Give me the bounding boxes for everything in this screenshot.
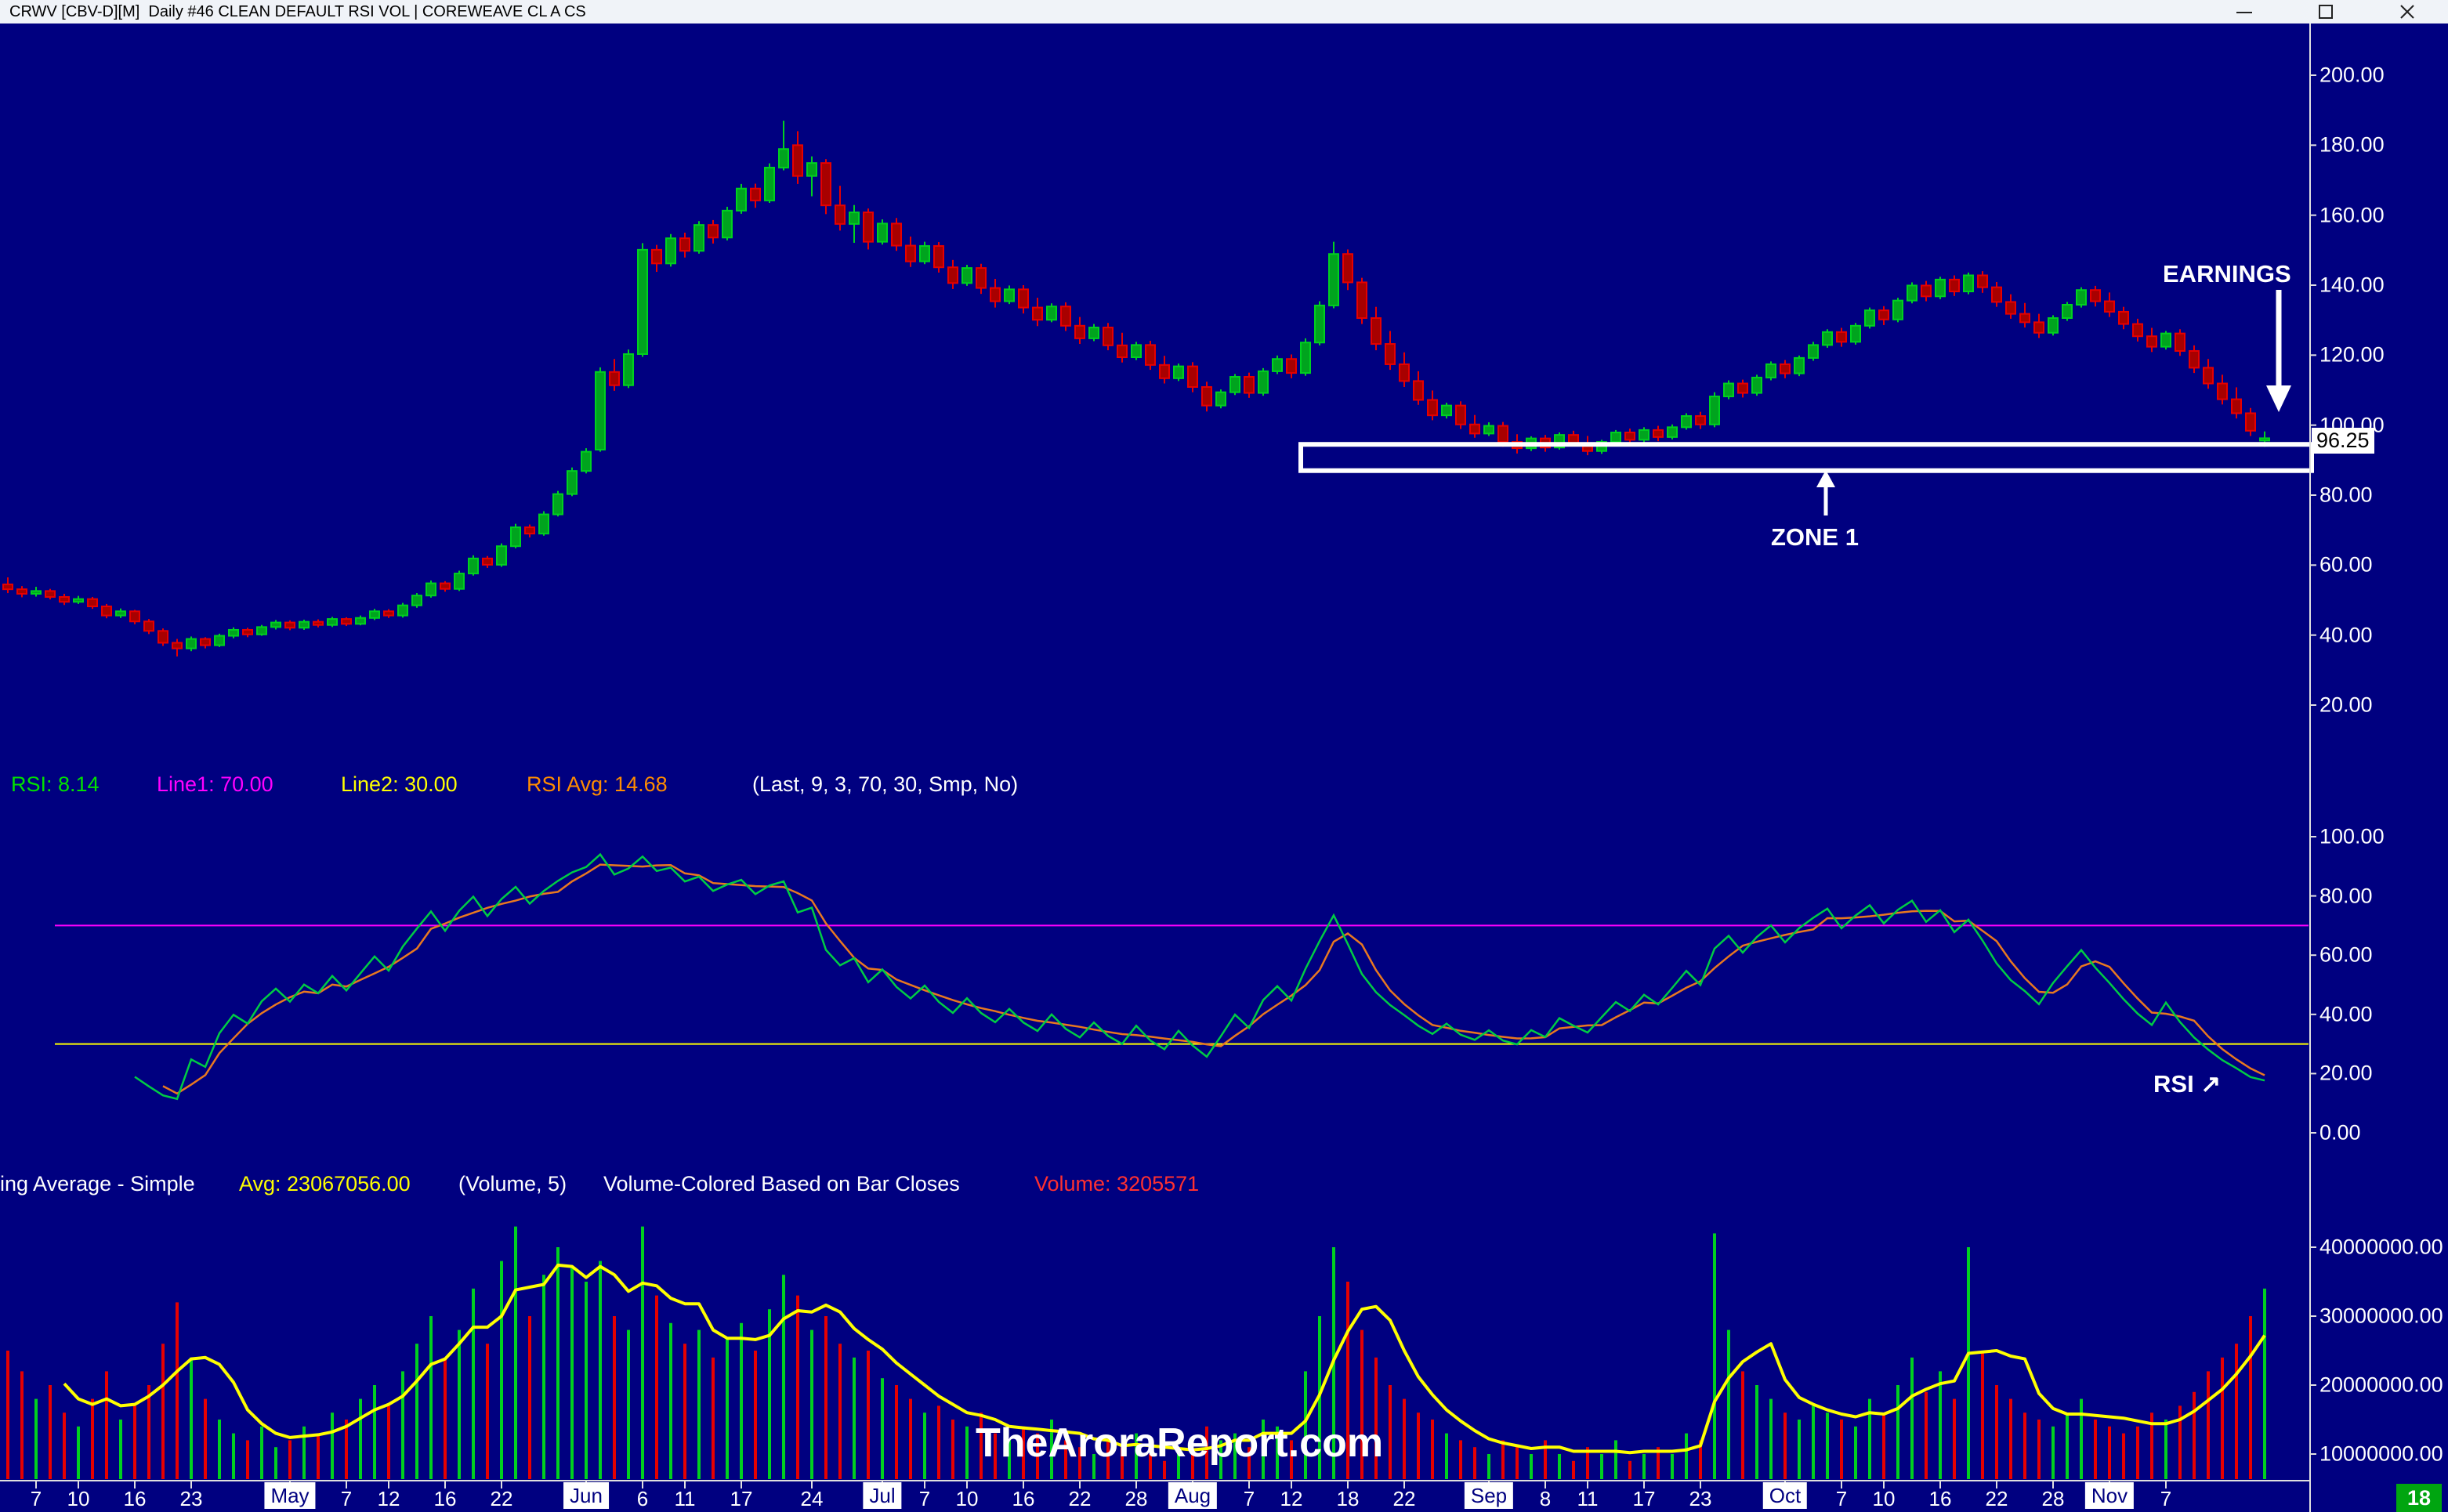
date-tick-label: 23 xyxy=(1689,1487,1712,1510)
window-controls xyxy=(2204,0,2448,24)
rsi-value: RSI: 8.14 xyxy=(11,772,100,796)
date-tick-label: 7 xyxy=(340,1487,353,1510)
volume-params: (Volume, 5) xyxy=(458,1172,567,1195)
volume-axis-tick: 30000000.00 xyxy=(2319,1304,2443,1328)
date-tick-label: 7 xyxy=(1243,1487,1255,1510)
date-tick-label: 28 xyxy=(2041,1487,2065,1510)
date-tick-label: 16 xyxy=(433,1487,457,1510)
volume-ma-name: ing Average - Simple xyxy=(0,1172,195,1195)
month-tick-label: Jun xyxy=(563,1482,609,1509)
date-tick-label: 22 xyxy=(1392,1487,1416,1510)
date-tick-label: 6 xyxy=(636,1487,649,1510)
date-tick-label: 22 xyxy=(1068,1487,1092,1510)
rsi-axis-tick: 20.00 xyxy=(2319,1061,2373,1085)
price-axis-tick: 60.00 xyxy=(2319,552,2373,577)
date-tick-label: 10 xyxy=(955,1487,979,1510)
maximize-icon xyxy=(2316,2,2335,21)
minimize-icon xyxy=(2235,2,2254,21)
rsi-line xyxy=(134,852,2265,1101)
date-tick-label: 17 xyxy=(730,1487,753,1510)
date-tick-label: 11 xyxy=(1577,1487,1599,1510)
date-tick-label: 11 xyxy=(674,1487,696,1510)
earnings-down-arrow xyxy=(2266,385,2291,412)
volume-bars-layer xyxy=(6,1226,2266,1479)
zone1-up-arrow xyxy=(1816,470,1835,487)
window-titlebar: CRWV [CBV-D][M] Daily #46 CLEAN DEFAULT … xyxy=(0,0,2448,24)
date-tick-label: 7 xyxy=(918,1487,931,1510)
zone1-annotation: ZONE 1 xyxy=(1771,523,1859,551)
date-tick-label: 7 xyxy=(1835,1487,1848,1510)
chart-background xyxy=(0,24,2448,1512)
date-tick-label: 23 xyxy=(179,1487,203,1510)
date-tick-label: 24 xyxy=(800,1487,824,1510)
rsi-axis-tick: 60.00 xyxy=(2319,942,2373,967)
date-tick-label: 22 xyxy=(490,1487,513,1510)
candles-layer xyxy=(2,121,2270,657)
rsi-axis-tick: 100.00 xyxy=(2319,824,2385,848)
date-tick-label: 16 xyxy=(1012,1487,1035,1510)
volume-axis-tick: 10000000.00 xyxy=(2319,1441,2443,1466)
price-axis-tick: 120.00 xyxy=(2319,342,2385,367)
date-tick-label: 17 xyxy=(1632,1487,1656,1510)
volume-axis-tick: 20000000.00 xyxy=(2319,1373,2443,1397)
date-tick-label: 16 xyxy=(1928,1487,1952,1510)
month-tick-label: Nov xyxy=(2084,1482,2135,1509)
date-tick-label: 16 xyxy=(123,1487,147,1510)
price-axis-tick: 180.00 xyxy=(2319,132,2385,157)
date-tick-label: 10 xyxy=(1872,1487,1896,1510)
volume-avg-value: Avg: 23067056.00 xyxy=(239,1172,411,1195)
rsi-layer xyxy=(55,852,2309,1101)
price-axis-tick: 100.00 xyxy=(2319,413,2385,437)
today-date-badge: 18 xyxy=(2396,1484,2443,1512)
rsi-axis-tick: 40.00 xyxy=(2319,1002,2373,1026)
rsi-avg-value: RSI Avg: 14.68 xyxy=(527,772,668,796)
watermark: TheAroraReport.com xyxy=(976,1420,1384,1466)
month-tick-label: Oct xyxy=(1762,1482,1808,1509)
date-tick-label: 18 xyxy=(1336,1487,1360,1510)
window-title: CRWV [CBV-D][M] Daily #46 CLEAN DEFAULT … xyxy=(9,2,586,20)
month-tick-label: May xyxy=(264,1482,316,1509)
maximize-button[interactable] xyxy=(2285,0,2367,24)
close-icon xyxy=(2398,2,2417,21)
date-tick-label: 7 xyxy=(2160,1487,2172,1510)
price-axis-tick: 80.00 xyxy=(2319,483,2373,507)
minimize-button[interactable] xyxy=(2204,0,2285,24)
date-tick-label: 12 xyxy=(377,1487,400,1510)
price-axis-tick: 140.00 xyxy=(2319,273,2385,297)
month-tick-label: Sep xyxy=(1464,1482,1514,1509)
price-axis-tick: 160.00 xyxy=(2319,203,2385,227)
month-tick-label: Aug xyxy=(1168,1482,1218,1509)
date-tick-label: 10 xyxy=(67,1487,90,1510)
date-tick-label: 22 xyxy=(1985,1487,2008,1510)
price-axis-tick: 40.00 xyxy=(2319,623,2373,647)
date-tick-label: 12 xyxy=(1280,1487,1303,1510)
rsi-line1-value: Line1: 70.00 xyxy=(157,772,273,796)
last-price-tag: 96.25 xyxy=(2312,428,2374,454)
volume-axis-tick: 40000000.00 xyxy=(2319,1235,2443,1259)
date-tick-label: 28 xyxy=(1124,1487,1148,1510)
rsi-line2-value: Line2: 30.00 xyxy=(341,772,458,796)
price-axis-tick: 200.00 xyxy=(2319,63,2385,87)
volume-color-desc: Volume-Colored Based on Bar Closes xyxy=(603,1172,960,1195)
rsi-axis-tick: 80.00 xyxy=(2319,884,2373,908)
rsi-params: (Last, 9, 3, 70, 30, Smp, No) xyxy=(752,772,1019,796)
rsi-axis-tick: 0.00 xyxy=(2319,1120,2361,1145)
chart-canvas[interactable] xyxy=(0,24,2448,1512)
earnings-annotation: EARNINGS xyxy=(2163,260,2291,288)
price-axis-tick: 20.00 xyxy=(2319,693,2373,717)
date-tick-label: 8 xyxy=(1539,1487,1552,1510)
rsi-corner-annotation: RSI ↗ xyxy=(2153,1070,2222,1098)
date-tick-label: 7 xyxy=(30,1487,42,1510)
month-tick-label: Jul xyxy=(863,1482,902,1509)
volume-ma-line xyxy=(63,1263,2266,1455)
volume-value: Volume: 3205571 xyxy=(1034,1172,1200,1195)
close-button[interactable] xyxy=(2367,0,2448,24)
zone1-rectangle xyxy=(1298,442,2314,473)
